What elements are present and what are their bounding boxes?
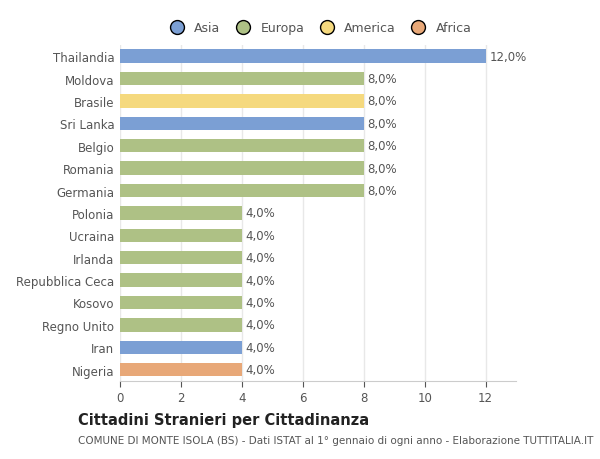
- Text: 4,0%: 4,0%: [245, 274, 275, 287]
- Text: 4,0%: 4,0%: [245, 297, 275, 309]
- Bar: [120, 207, 242, 220]
- Bar: [120, 341, 242, 354]
- Text: 8,0%: 8,0%: [367, 73, 397, 86]
- Bar: [120, 50, 485, 64]
- Bar: [120, 319, 242, 332]
- Text: 4,0%: 4,0%: [245, 319, 275, 331]
- Bar: [120, 73, 364, 86]
- Text: 4,0%: 4,0%: [245, 207, 275, 220]
- Bar: [120, 229, 242, 242]
- Text: COMUNE DI MONTE ISOLA (BS) - Dati ISTAT al 1° gennaio di ogni anno - Elaborazion: COMUNE DI MONTE ISOLA (BS) - Dati ISTAT …: [78, 435, 593, 445]
- Bar: [120, 140, 364, 153]
- Text: 4,0%: 4,0%: [245, 341, 275, 354]
- Bar: [120, 95, 364, 108]
- Text: 12,0%: 12,0%: [489, 50, 526, 63]
- Bar: [120, 185, 364, 198]
- Text: 4,0%: 4,0%: [245, 252, 275, 264]
- Legend: Asia, Europa, America, Africa: Asia, Europa, America, Africa: [160, 19, 476, 39]
- Bar: [120, 363, 242, 376]
- Text: 8,0%: 8,0%: [367, 118, 397, 130]
- Bar: [120, 296, 242, 309]
- Bar: [120, 118, 364, 131]
- Bar: [120, 162, 364, 175]
- Text: 8,0%: 8,0%: [367, 162, 397, 175]
- Text: 8,0%: 8,0%: [367, 185, 397, 197]
- Bar: [120, 274, 242, 287]
- Text: 4,0%: 4,0%: [245, 364, 275, 376]
- Text: Cittadini Stranieri per Cittadinanza: Cittadini Stranieri per Cittadinanza: [78, 413, 369, 428]
- Text: 8,0%: 8,0%: [367, 95, 397, 108]
- Text: 4,0%: 4,0%: [245, 230, 275, 242]
- Bar: [120, 252, 242, 265]
- Text: 8,0%: 8,0%: [367, 140, 397, 153]
